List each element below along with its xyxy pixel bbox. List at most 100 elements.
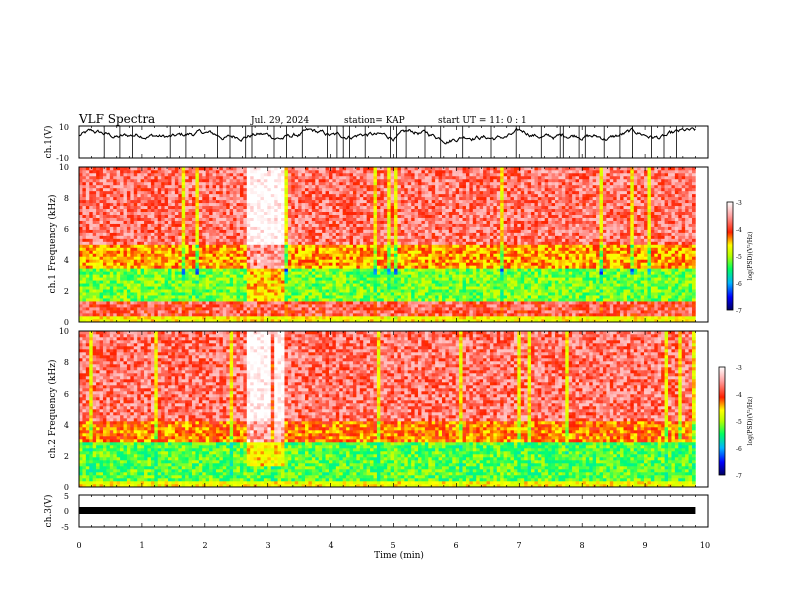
spectrogram-cell — [387, 200, 391, 203]
spectrogram-cell — [332, 316, 336, 319]
spectrogram-cell — [346, 212, 350, 215]
spectrogram-cell — [124, 259, 128, 262]
spectrogram-cell — [332, 295, 336, 298]
spectrogram-cell — [151, 170, 155, 173]
spectrogram-cell — [254, 212, 258, 215]
spectrogram-cell — [185, 256, 189, 259]
spectrogram-cell — [226, 176, 230, 179]
spectrogram-cell — [370, 307, 374, 310]
spectrogram-cell — [346, 215, 350, 218]
spectrogram-cell — [319, 224, 323, 227]
spectrogram-cell — [247, 191, 251, 194]
spectrogram-cell — [274, 176, 278, 179]
spectrogram-cell — [120, 274, 124, 277]
spectrogram-cell — [110, 277, 114, 280]
spectrogram-cell — [374, 262, 378, 265]
spectrogram-cell — [367, 212, 371, 215]
spectrogram-cell — [254, 250, 258, 253]
spectrogram-cell — [356, 316, 360, 319]
spectrogram-cell — [326, 247, 330, 250]
spectrogram-cell — [380, 191, 384, 194]
spectrogram-cell — [305, 209, 309, 212]
spectrogram-cell — [291, 298, 295, 301]
spectrogram-cell — [278, 179, 282, 182]
spectrogram-cell — [360, 250, 364, 253]
spectrogram-cell — [226, 280, 230, 283]
spectrogram-cell — [384, 224, 388, 227]
spectrogram-cell — [199, 224, 203, 227]
spectrogram-cell — [213, 253, 217, 256]
spectrogram-cell — [195, 277, 199, 280]
spectrogram-cell — [120, 209, 124, 212]
spectrogram-cell — [96, 170, 100, 173]
spectrogram-cell — [363, 253, 367, 256]
spectrogram-cell — [261, 212, 265, 215]
spectrogram-cell — [291, 268, 295, 271]
spectrogram-cell — [237, 215, 241, 218]
spectrogram-cell — [165, 206, 169, 209]
spectrogram-cell — [213, 182, 217, 185]
spectrogram-cell — [117, 200, 121, 203]
spectrogram-cell — [113, 274, 117, 277]
spectrogram-cell — [182, 247, 186, 250]
spectrogram-cell — [298, 283, 302, 286]
spectrogram-cell — [257, 197, 261, 200]
spectrogram-cell — [257, 239, 261, 242]
spectrogram-cell — [288, 194, 292, 197]
spectrogram-cell — [158, 307, 162, 310]
spectrogram-cell — [250, 298, 254, 301]
spectrogram-cell — [127, 304, 131, 307]
spectrogram-cell — [89, 313, 93, 316]
spectrogram-cell — [209, 247, 213, 250]
spectrogram-cell — [158, 233, 162, 236]
spectrogram-cell — [141, 239, 145, 242]
spectrogram-cell — [182, 218, 186, 221]
spectrogram-cell — [326, 239, 330, 242]
spectrogram-cell — [89, 236, 93, 239]
spectrogram-cell — [377, 179, 381, 182]
spectrogram-cell — [374, 176, 378, 179]
spectrogram-cell — [134, 298, 138, 301]
spectrogram-cell — [240, 239, 244, 242]
spectrogram-cell — [346, 271, 350, 274]
spectrogram-cell — [315, 259, 319, 262]
spectrogram-cell — [79, 176, 83, 179]
spectrogram-cell — [147, 310, 151, 313]
spectrogram-cell — [339, 277, 343, 280]
spectrogram-cell — [141, 185, 145, 188]
spectrogram-cell — [202, 307, 206, 310]
spectrogram-cell — [230, 250, 234, 253]
spectrogram-cell — [254, 298, 258, 301]
spectrogram-cell — [387, 218, 391, 221]
spectrogram-cell — [250, 221, 254, 224]
spectrogram-cell — [374, 274, 378, 277]
spectrogram-cell — [185, 298, 189, 301]
spectrogram-cell — [161, 250, 165, 253]
spectrogram-cell — [89, 233, 93, 236]
spectrogram-cell — [367, 262, 371, 265]
spectrogram-cell — [209, 253, 213, 256]
spectrogram-cell — [374, 277, 378, 280]
spectrogram-cell — [147, 271, 151, 274]
spectrogram-cell — [96, 218, 100, 221]
spectrogram-cell — [384, 212, 388, 215]
spectrogram-cell — [233, 265, 237, 268]
spectrogram-cell — [384, 253, 388, 256]
spectrogram-cell — [319, 227, 323, 230]
spectrogram-cell — [264, 286, 268, 289]
spectrogram-cell — [380, 239, 384, 242]
spectrogram-cell — [82, 221, 86, 224]
spectrogram-cell — [147, 256, 151, 259]
spectrogram-cell — [151, 239, 155, 242]
spectrogram-cell — [202, 304, 206, 307]
spectrogram-cell — [267, 301, 271, 304]
spectrogram-cell — [161, 227, 165, 230]
spectrogram-cell — [100, 233, 104, 236]
spectrogram-cell — [353, 188, 357, 191]
spectrogram-cell — [182, 280, 186, 283]
spectrogram-cell — [175, 203, 179, 206]
spectrogram-cell — [213, 209, 217, 212]
spectrogram-cell — [312, 283, 316, 286]
spectrogram-cell — [189, 185, 193, 188]
spectrogram-cell — [100, 301, 104, 304]
